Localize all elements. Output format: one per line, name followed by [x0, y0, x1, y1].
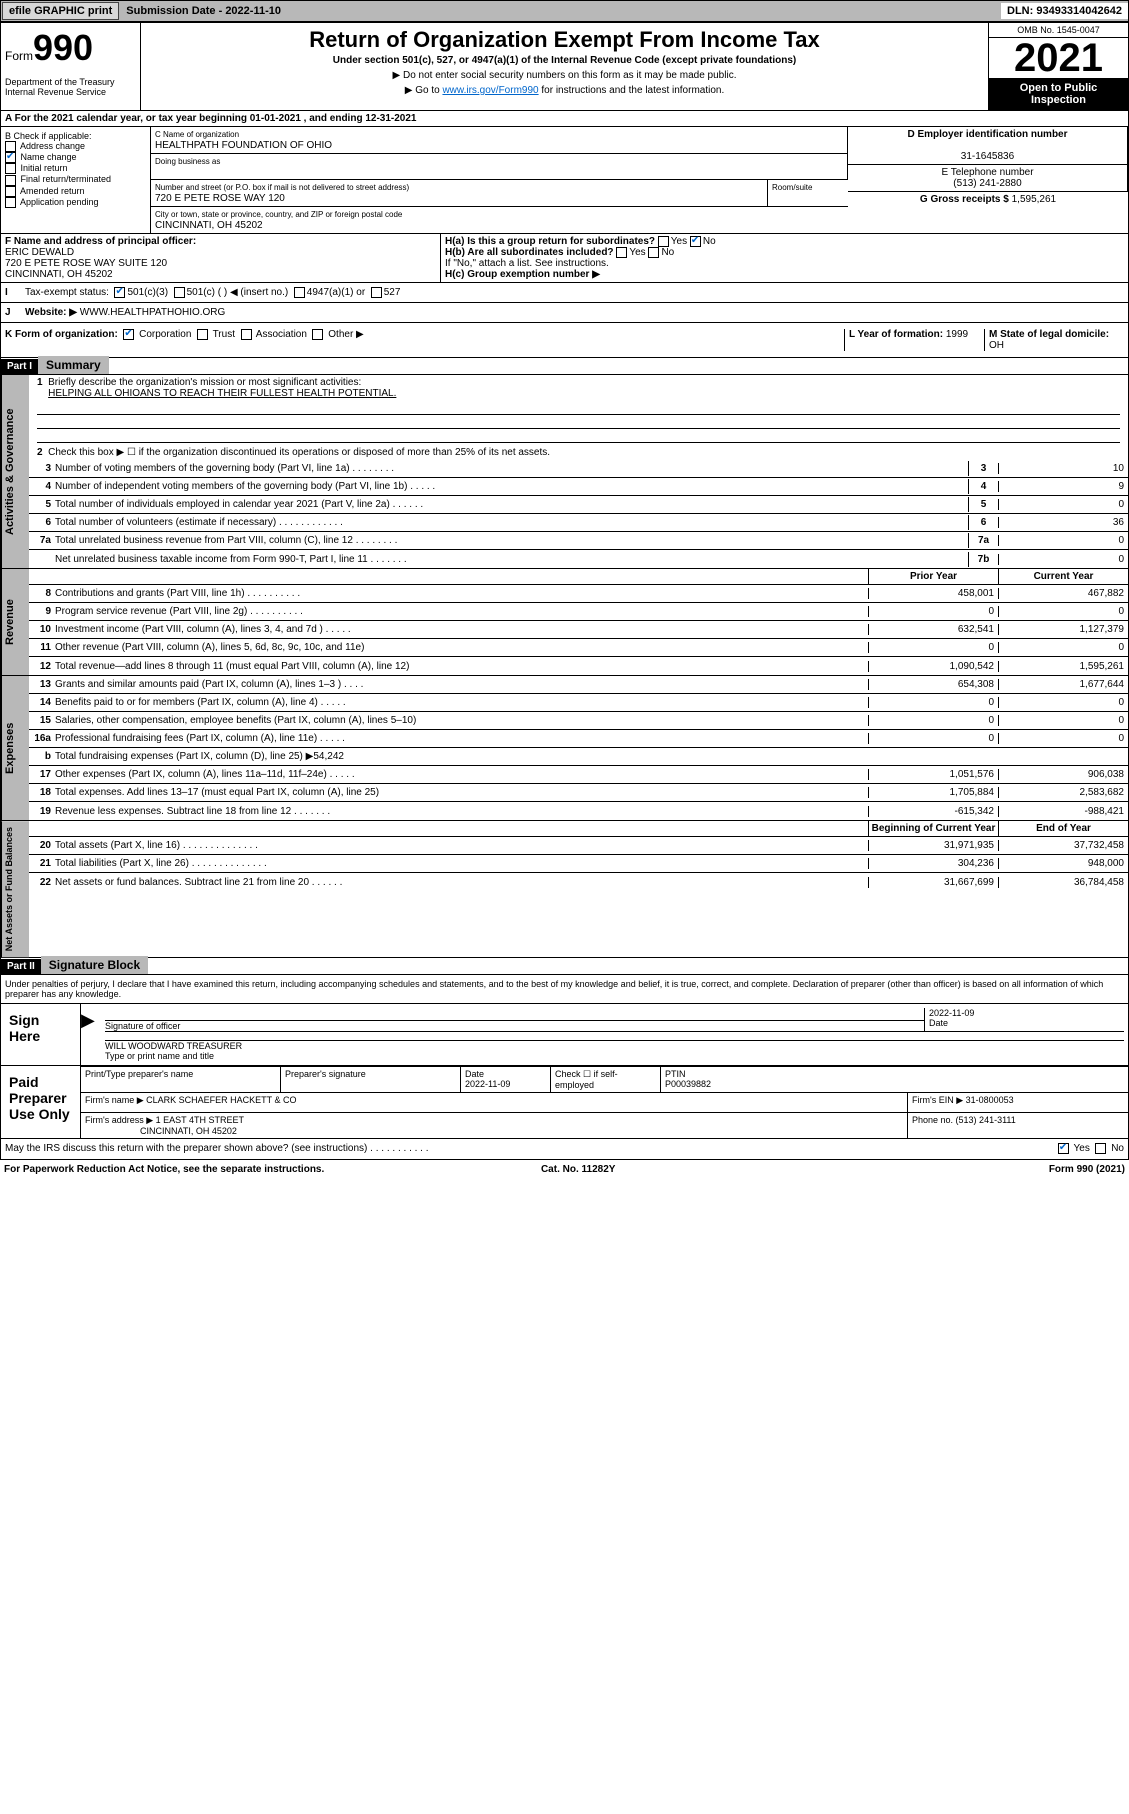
checkbox-name-change[interactable]: Name change	[5, 152, 146, 163]
website-row: J Website: ▶ WWW.HEALTHPATHOHIO.ORG	[0, 303, 1129, 323]
table-row: 11Other revenue (Part VIII, column (A), …	[29, 639, 1128, 657]
table-row: 10Investment income (Part VIII, column (…	[29, 621, 1128, 639]
form-header: Form990 Department of the Treasury Inter…	[0, 22, 1129, 111]
table-row: 15Salaries, other compensation, employee…	[29, 712, 1128, 730]
inspection-badge: Open to Public Inspection	[989, 78, 1128, 110]
checkbox-application-pending[interactable]: Application pending	[5, 197, 146, 208]
table-row: 18Total expenses. Add lines 13–17 (must …	[29, 784, 1128, 802]
part2-header: Part IISignature Block	[0, 958, 1129, 975]
table-row: 20Total assets (Part X, line 16) . . . .…	[29, 837, 1128, 855]
efile-button[interactable]: efile GRAPHIC print	[2, 2, 119, 20]
netassets-section: Net Assets or Fund Balances Beginning of…	[0, 821, 1129, 958]
table-row: 14Benefits paid to or for members (Part …	[29, 694, 1128, 712]
checkbox-amended-return[interactable]: Amended return	[5, 186, 146, 197]
form-number: 990	[33, 27, 93, 68]
tax-status-row: I Tax-exempt status: 501(c)(3) 501(c) ( …	[0, 283, 1129, 303]
table-row: Net unrelated business taxable income fr…	[29, 550, 1128, 568]
top-toolbar: efile GRAPHIC print Submission Date - 20…	[0, 0, 1129, 22]
table-row: 21Total liabilities (Part X, line 26) . …	[29, 855, 1128, 873]
table-row: 17Other expenses (Part IX, column (A), l…	[29, 766, 1128, 784]
table-row: 19Revenue less expenses. Subtract line 1…	[29, 802, 1128, 820]
table-row: 4Number of independent voting members of…	[29, 478, 1128, 496]
form-prefix: Form	[5, 49, 33, 63]
revenue-section: Revenue Prior YearCurrent Year 8Contribu…	[0, 569, 1129, 676]
table-row: bTotal fundraising expenses (Part IX, co…	[29, 748, 1128, 766]
dln-label: DLN: 93493314042642	[1001, 3, 1128, 19]
table-row: 6Total number of volunteers (estimate if…	[29, 514, 1128, 532]
form-subtitle: Under section 501(c), 527, or 4947(a)(1)…	[145, 55, 984, 66]
note-ssn: ▶ Do not enter social security numbers o…	[145, 70, 984, 81]
department-label: Department of the Treasury Internal Reve…	[5, 77, 136, 97]
officer-group-row: F Name and address of principal officer:…	[0, 234, 1129, 283]
period-row: A For the 2021 calendar year, or tax yea…	[0, 111, 1129, 127]
signature-section: Under penalties of perjury, I declare th…	[0, 975, 1129, 1159]
submission-date: Submission Date - 2022-11-10	[120, 3, 287, 19]
section-d: D Employer identification number31-16458…	[848, 127, 1128, 233]
table-row: 9Program service revenue (Part VIII, lin…	[29, 603, 1128, 621]
table-row: 7aTotal unrelated business revenue from …	[29, 532, 1128, 550]
checkbox-address-change[interactable]: Address change	[5, 141, 146, 152]
expenses-section: Expenses 13Grants and similar amounts pa…	[0, 676, 1129, 821]
checkbox-final-return-terminated[interactable]: Final return/terminated	[5, 174, 146, 185]
section-c: C Name of organizationHEALTHPATH FOUNDAT…	[151, 127, 848, 233]
checkbox-initial-return[interactable]: Initial return	[5, 163, 146, 174]
form-title: Return of Organization Exempt From Incom…	[145, 27, 984, 53]
tax-year: 2021	[989, 38, 1128, 78]
table-row: 12Total revenue—add lines 8 through 11 (…	[29, 657, 1128, 675]
section-b: B Check if applicable: Address change Na…	[1, 127, 151, 233]
table-row: 5Total number of individuals employed in…	[29, 496, 1128, 514]
part1-header: Part ISummary	[0, 358, 1129, 375]
table-row: 8Contributions and grants (Part VIII, li…	[29, 585, 1128, 603]
table-row: 3Number of voting members of the governi…	[29, 460, 1128, 478]
governance-section: Activities & Governance 1 Briefly descri…	[0, 375, 1129, 569]
org-info-row: B Check if applicable: Address change Na…	[0, 127, 1129, 234]
irs-link[interactable]: www.irs.gov/Form990	[442, 85, 538, 96]
page-footer: For Paperwork Reduction Act Notice, see …	[0, 1160, 1129, 1179]
table-row: 13Grants and similar amounts paid (Part …	[29, 676, 1128, 694]
table-row: 16aProfessional fundraising fees (Part I…	[29, 730, 1128, 748]
org-form-row: K Form of organization: Corporation Trus…	[0, 323, 1129, 358]
table-row: 22Net assets or fund balances. Subtract …	[29, 873, 1128, 891]
note-link: ▶ Go to www.irs.gov/Form990 for instruct…	[145, 85, 984, 96]
